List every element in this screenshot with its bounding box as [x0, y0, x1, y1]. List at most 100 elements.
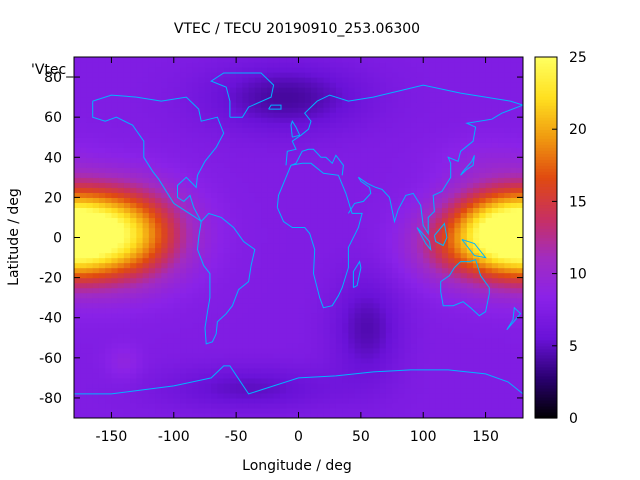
- heatmap-cell: [186, 272, 194, 279]
- heatmap-cell: [204, 207, 212, 214]
- heatmap-cell: [167, 382, 175, 389]
- heatmap-cell: [123, 137, 131, 143]
- heatmap-cell: [448, 212, 456, 219]
- heatmap-cell: [404, 182, 412, 188]
- heatmap-cell: [248, 357, 256, 364]
- heatmap-cell: [404, 257, 412, 264]
- heatmap-cell: [248, 272, 256, 279]
- heatmap-cell: [416, 347, 424, 354]
- heatmap-cell: [454, 387, 462, 394]
- heatmap-cell: [379, 57, 387, 63]
- heatmap-cell: [279, 277, 287, 284]
- heatmap-cell: [323, 107, 331, 113]
- heatmap-cell: [254, 407, 262, 414]
- heatmap-cell: [404, 347, 412, 354]
- heatmap-cell: [130, 97, 137, 103]
- heatmap-cell: [217, 412, 225, 418]
- heatmap-cell: [148, 162, 156, 168]
- heatmap-cell: [136, 212, 144, 219]
- heatmap-cell: [236, 217, 243, 224]
- heatmap-cell: [310, 342, 318, 349]
- heatmap-cell: [491, 127, 499, 133]
- heatmap-cell: [105, 362, 113, 369]
- heatmap-cell: [385, 402, 393, 409]
- heatmap-cell: [211, 222, 219, 229]
- heatmap-cell: [217, 162, 225, 168]
- heatmap-cell: [410, 402, 418, 409]
- heatmap-cell: [329, 212, 337, 219]
- heatmap-cell: [485, 187, 493, 193]
- heatmap-cell: [410, 217, 418, 224]
- heatmap-cell: [466, 277, 474, 284]
- heatmap-cell: [304, 402, 312, 409]
- heatmap-cell: [367, 377, 374, 384]
- heatmap-cell: [92, 282, 100, 289]
- heatmap-cell: [236, 272, 243, 279]
- heatmap-cell: [98, 82, 106, 88]
- heatmap-cell: [248, 332, 256, 339]
- heatmap-cell: [392, 172, 399, 178]
- heatmap-cell: [286, 312, 293, 319]
- heatmap-cell: [130, 307, 137, 314]
- heatmap-cell: [273, 77, 281, 83]
- heatmap-cell: [441, 252, 449, 259]
- heatmap-cell: [111, 232, 119, 239]
- heatmap-cell: [479, 137, 487, 143]
- heatmap-cell: [454, 267, 462, 274]
- heatmap-cell: [354, 392, 362, 399]
- heatmap-cell: [155, 377, 162, 384]
- heatmap-cell: [398, 82, 406, 88]
- heatmap-cell: [223, 187, 231, 193]
- heatmap-cell: [123, 397, 131, 404]
- heatmap-cell: [392, 137, 399, 143]
- heatmap-cell: [155, 77, 162, 83]
- heatmap-cell: [74, 252, 81, 259]
- heatmap-cell: [180, 172, 187, 178]
- heatmap-cell: [304, 312, 312, 319]
- heatmap-cell: [441, 352, 449, 359]
- heatmap-cell: [242, 252, 250, 259]
- heatmap-cell: [242, 112, 250, 118]
- heatmap-cell: [248, 167, 256, 173]
- heatmap-cell: [74, 387, 81, 394]
- heatmap-cell: [279, 67, 287, 73]
- heatmap-cell: [323, 317, 331, 324]
- heatmap-cell: [410, 302, 418, 309]
- heatmap-cell: [479, 187, 487, 193]
- heatmap-cell: [466, 242, 474, 249]
- heatmap-cell: [323, 202, 331, 209]
- heatmap-cell: [229, 67, 237, 73]
- heatmap-cell: [398, 187, 406, 193]
- heatmap-cell: [236, 292, 243, 299]
- heatmap-cell: [217, 322, 225, 329]
- heatmap-cell: [74, 402, 81, 409]
- heatmap-cell: [416, 232, 424, 239]
- heatmap-cell: [429, 92, 437, 98]
- heatmap-cell: [192, 407, 200, 414]
- heatmap-cell: [429, 252, 437, 259]
- heatmap-cell: [74, 142, 81, 148]
- heatmap-cell: [348, 72, 356, 78]
- heatmap-cell: [167, 102, 175, 108]
- heatmap-cell: [198, 77, 206, 83]
- heatmap-cell: [460, 392, 468, 399]
- heatmap-cell: [254, 157, 262, 163]
- heatmap-cell: [460, 242, 468, 249]
- heatmap-cell: [148, 157, 156, 163]
- heatmap-cell: [335, 402, 343, 409]
- heatmap-cell: [298, 97, 306, 103]
- heatmap-cell: [117, 192, 125, 198]
- heatmap-cell: [423, 202, 431, 209]
- heatmap-cell: [192, 122, 200, 128]
- heatmap-cell: [236, 332, 243, 339]
- heatmap-cell: [286, 362, 293, 369]
- heatmap-cell: [261, 167, 268, 173]
- heatmap-cell: [105, 152, 113, 158]
- heatmap-cell: [491, 332, 499, 339]
- heatmap-cell: [211, 227, 219, 234]
- heatmap-cell: [279, 342, 287, 349]
- heatmap-cell: [348, 132, 356, 138]
- heatmap-cell: [148, 117, 156, 123]
- heatmap-cell: [123, 312, 131, 319]
- heatmap-cell: [111, 157, 119, 163]
